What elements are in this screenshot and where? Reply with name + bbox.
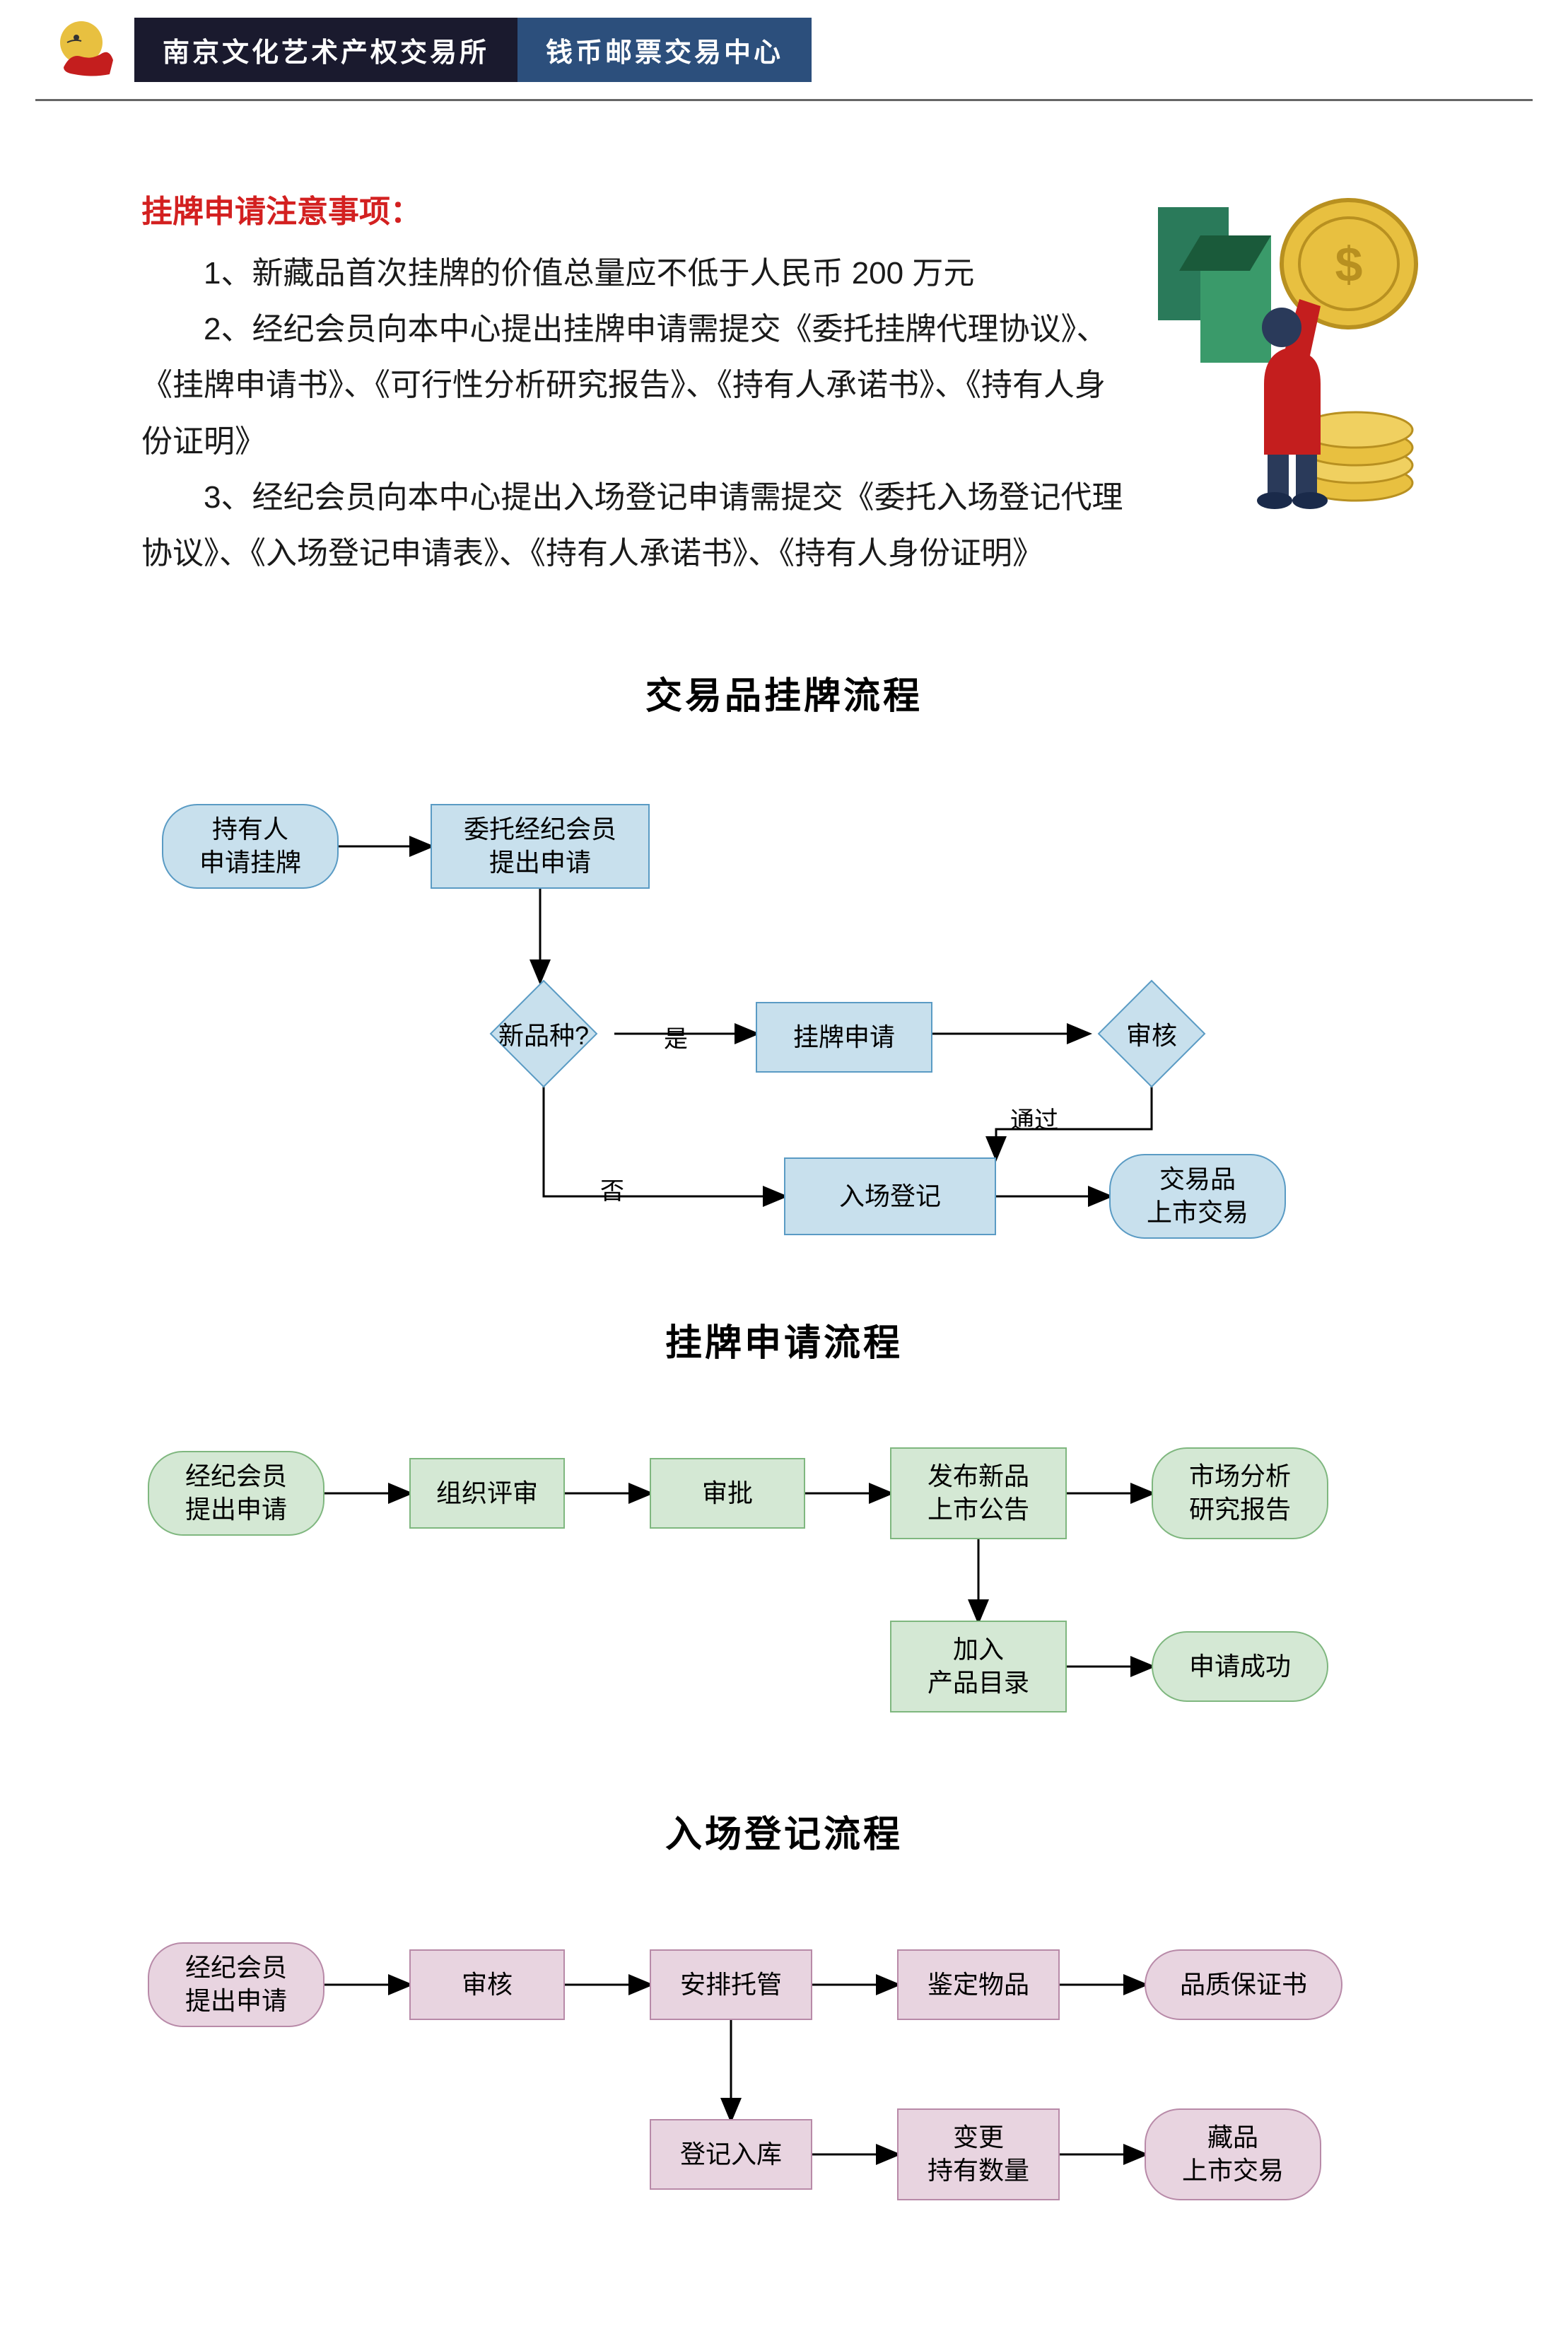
flow-node-p3: 安排托管 xyxy=(650,1949,812,2020)
edge-label: 通过 xyxy=(1010,1101,1058,1136)
notice-section: 挂牌申请注意事项： 1、新藏品首次挂牌的价值总量应不低于人民币 200 万元 2… xyxy=(0,101,1568,609)
flow-node-p2: 审核 xyxy=(409,1949,565,2020)
flow-node-p1: 经纪会员 提出申请 xyxy=(148,1942,324,2027)
flow-node-p4: 鉴定物品 xyxy=(897,1949,1060,2020)
flow-node-n3: 新品种? xyxy=(473,981,614,1087)
flow-node-p6: 登记入库 xyxy=(650,2119,812,2190)
flow-node-n2: 委托经纪会员 提出申请 xyxy=(431,804,650,889)
flow-node-m5: 市场分析 研究报告 xyxy=(1152,1447,1328,1539)
flow-node-n6: 入场登记 xyxy=(784,1157,996,1235)
notice-item-1: 1、新藏品首次挂牌的价值总量应不低于人民币 200 万元 xyxy=(141,245,1130,301)
svg-text:$: $ xyxy=(1335,237,1363,292)
org-name: 南京文化艺术产权交易所 xyxy=(134,18,517,82)
chart2-title: 挂牌申请流程 xyxy=(0,1313,1568,1366)
edge-label: 否 xyxy=(600,1172,624,1206)
flow-node-m3: 审批 xyxy=(650,1458,805,1529)
flow-node-n4: 挂牌申请 xyxy=(756,1002,932,1073)
flow-node-n1: 持有人 申请挂牌 xyxy=(162,804,339,889)
chart1-title: 交易品挂牌流程 xyxy=(0,666,1568,719)
notice-title: 挂牌申请注意事项： xyxy=(141,186,1130,231)
flowchart-application: 经纪会员 提出申请 组织评审 审批 发布新品 上市公告市场分析 研究报告加入 产品目录… xyxy=(77,1408,1491,1748)
notice-item-3: 3、经纪会员向本中心提出入场登记申请需提交《委托入场登记代理协议》、《入场登记申… xyxy=(141,469,1130,581)
edge-label: 是 xyxy=(664,1020,688,1054)
flow-node-p7: 变更 持有数量 xyxy=(897,2108,1060,2200)
flow-node-n7: 交易品 上市交易 xyxy=(1109,1154,1286,1239)
center-name: 钱币邮票交易中心 xyxy=(517,18,812,82)
flowchart-registration: 经纪会员 提出申请 审核 安排托管 鉴定物品 品质保证书登记入库 变更 持有数量藏品 上市… xyxy=(77,1900,1491,2239)
flow-node-m6: 加入 产品目录 xyxy=(890,1621,1067,1712)
coin-illustration-icon: $ xyxy=(1158,186,1427,525)
flowchart-listing: 是通过否 持有人 申请挂牌 委托经纪会员 提出申请新品种? 挂牌申请 审核入场登记 交易品… xyxy=(77,762,1491,1256)
header-bar: 南京文化艺术产权交易所 钱币邮票交易中心 xyxy=(0,0,1568,99)
chart3-title: 入场登记流程 xyxy=(0,1804,1568,1857)
flow-node-m7: 申请成功 xyxy=(1152,1631,1328,1702)
flow-node-p5: 品质保证书 xyxy=(1145,1949,1342,2020)
flow-node-p8: 藏品 上市交易 xyxy=(1145,2108,1321,2200)
flow-node-n5: 审核 xyxy=(1088,981,1215,1087)
flow-node-m1: 经纪会员 提出申请 xyxy=(148,1451,324,1536)
logo-icon xyxy=(35,14,134,85)
notice-item-2: 2、经纪会员向本中心提出挂牌申请需提交《委托挂牌代理协议》、《挂牌申请书》、《可… xyxy=(141,301,1130,469)
flow-node-m4: 发布新品 上市公告 xyxy=(890,1447,1067,1539)
flow-node-m2: 组织评审 xyxy=(409,1458,565,1529)
